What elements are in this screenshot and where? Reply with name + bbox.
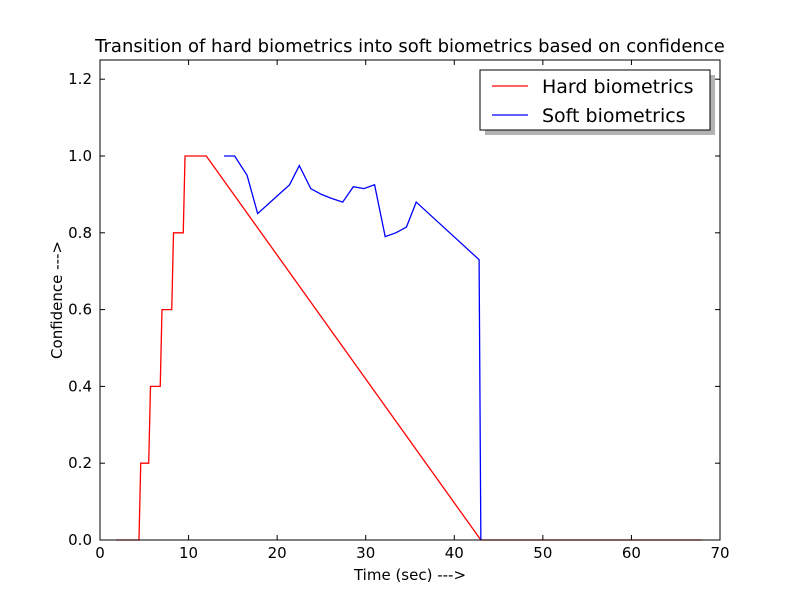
y-tick-label: 1.2 <box>68 70 92 88</box>
x-tick-label: 10 <box>179 544 198 562</box>
x-tick-label: 70 <box>710 544 729 562</box>
x-tick-label: 30 <box>356 544 375 562</box>
legend-box <box>479 69 711 131</box>
y-axis-label: Confidence ---> <box>48 241 66 359</box>
legend-label: Soft biometrics <box>542 105 686 127</box>
chart-title: Transition of hard biometrics into soft … <box>94 36 725 57</box>
x-axis-label: Time (sec) ---> <box>353 566 466 584</box>
y-tick-label: 0.8 <box>68 224 92 242</box>
x-tick-label: 0 <box>95 544 105 562</box>
series-line-hard-biometrics <box>115 155 703 541</box>
x-tick-label: 60 <box>622 544 641 562</box>
ticks-layer: 0 10 20 30 40 50 60 70 0.0 0.2 0.4 0.6 0.8 1.0 1.2 <box>68 60 730 562</box>
series-layer <box>115 155 703 541</box>
legend-label: Hard biometrics <box>542 76 694 98</box>
series-line-soft-biometrics <box>224 155 482 541</box>
plot-frame <box>99 59 721 541</box>
y-tick-label: 0.4 <box>68 377 92 395</box>
y-tick-label: 0.2 <box>68 454 92 472</box>
x-tick-label: 40 <box>445 544 464 562</box>
x-tick-label: 50 <box>533 544 552 562</box>
plot-area <box>100 60 720 540</box>
y-tick-label: 1.0 <box>68 147 92 165</box>
x-tick-label: 20 <box>268 544 287 562</box>
legend: Hard biometrics Soft biometrics <box>479 69 715 135</box>
y-tick-label: 0.6 <box>68 301 92 319</box>
y-tick-label: 0.0 <box>68 531 92 549</box>
